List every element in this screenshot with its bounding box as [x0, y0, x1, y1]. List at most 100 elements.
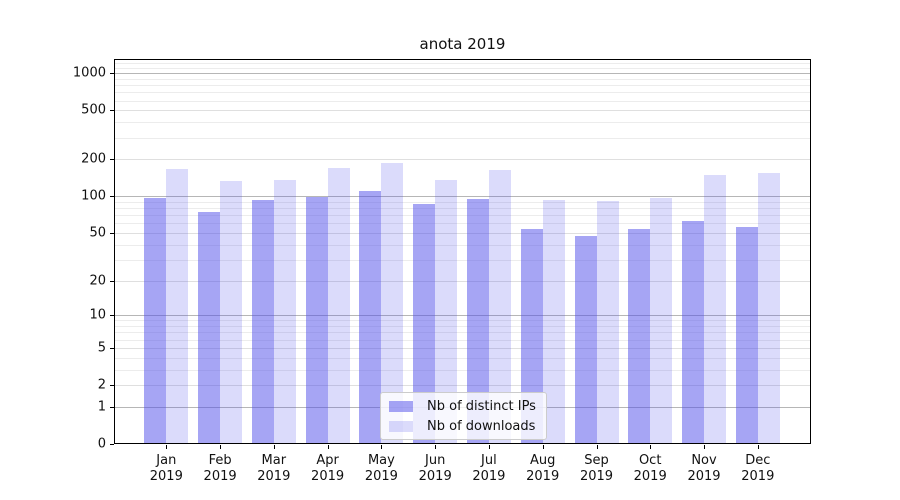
gridline-major: [114, 280, 811, 282]
x-axis-tick: [488, 445, 490, 449]
y-axis-tick-label: 20: [89, 273, 106, 288]
gridline-minor: [114, 369, 811, 371]
x-axis-tick: [650, 445, 652, 449]
gridline-minor: [114, 68, 811, 69]
x-axis-tick-label: Sep 2019: [579, 453, 614, 484]
legend: Nb of distinct IPs Nb of downloads: [380, 392, 547, 440]
bar-distinct-ips: [413, 203, 436, 444]
x-axis-tick-label: Nov 2019: [687, 453, 721, 484]
bar-distinct-ips: [628, 228, 651, 444]
bar-downloads: [220, 181, 243, 444]
y-axis-tick: [110, 232, 114, 234]
gridline-minor: [114, 122, 811, 124]
gridline-minor: [114, 326, 811, 327]
y-axis-tick: [110, 196, 114, 198]
gridline-major: [114, 73, 811, 75]
y-axis-tick: [110, 73, 114, 75]
y-axis-tick: [110, 444, 114, 445]
gridline-minor: [114, 208, 811, 210]
x-axis-tick: [704, 445, 705, 449]
x-axis-tick: [542, 445, 544, 449]
y-axis-tick: [110, 385, 114, 386]
bar-distinct-ips: [682, 220, 704, 444]
bar-downloads: [542, 199, 565, 444]
gridline-minor: [114, 63, 811, 65]
legend-item-downloads: Nb of downloads: [389, 418, 536, 434]
bar-downloads: [327, 167, 350, 444]
chart-title: anota 2019: [419, 35, 506, 53]
x-axis-tick: [220, 445, 222, 449]
x-axis-tick-label: May 2019: [364, 453, 398, 484]
x-axis-tick-label: Mar 2019: [257, 453, 291, 484]
bar-distinct-ips: [251, 200, 274, 444]
legend-swatch-downloads: [389, 420, 413, 432]
x-axis-tick: [596, 445, 598, 449]
bar-distinct-ips: [359, 191, 382, 444]
bar-distinct-ips: [305, 196, 328, 444]
y-axis-tick-label: 50: [89, 225, 106, 241]
bar-downloads: [381, 162, 404, 444]
bar-downloads: [596, 200, 619, 444]
x-axis-tick-label: Apr 2019: [311, 453, 345, 484]
bar-distinct-ips: [574, 236, 597, 444]
x-axis-tick-label: Jun 2019: [418, 453, 452, 484]
bar-downloads: [704, 175, 726, 444]
bar-distinct-ips: [520, 228, 543, 444]
gridline-minor: [114, 320, 811, 322]
y-axis-tick-label: 1: [97, 399, 106, 415]
gridline-major: [114, 385, 811, 386]
y-axis-tick: [110, 110, 114, 112]
bar-downloads: [435, 179, 458, 444]
gridline-major: [114, 315, 811, 317]
y-axis-tick-label: 10: [89, 307, 106, 323]
y-axis-tick-label: 2: [97, 377, 106, 393]
x-axis-tick: [757, 445, 759, 449]
legend-label-downloads: Nb of downloads: [427, 418, 536, 434]
y-axis-tick-label: 5: [97, 340, 106, 356]
x-axis-tick-label: Aug 2019: [526, 453, 560, 484]
x-axis-tick-label: Dec 2019: [741, 453, 775, 484]
y-axis-tick: [110, 406, 114, 408]
gridline-major: [114, 196, 811, 198]
bar-distinct-ips: [198, 211, 221, 444]
x-axis-tick-label: Jan 2019: [149, 453, 183, 484]
x-axis-tick: [273, 445, 275, 449]
gridline-major: [114, 159, 811, 161]
gridline-minor: [114, 223, 811, 225]
bar-downloads: [166, 168, 189, 444]
bar-downloads: [488, 169, 511, 444]
gridline-minor: [114, 244, 811, 246]
gridline-minor: [114, 357, 811, 359]
x-axis-tick-label: Jul 2019: [472, 453, 506, 484]
gridline-minor: [114, 215, 811, 217]
x-axis-tick: [166, 445, 168, 449]
y-axis-tick-label: 100: [81, 188, 106, 204]
y-axis-tick-label: 500: [81, 102, 106, 118]
gridline-minor: [114, 137, 811, 139]
y-axis-tick-label: 0: [97, 436, 106, 452]
x-axis-tick: [327, 445, 329, 449]
y-axis-tick: [110, 280, 114, 282]
gridline-major: [114, 232, 811, 234]
bar-downloads: [650, 197, 673, 444]
bar-distinct-ips: [144, 198, 167, 444]
y-axis-tick-label: 200: [81, 151, 106, 167]
bar-distinct-ips: [735, 226, 758, 444]
legend-item-distinct-ips: Nb of distinct IPs: [389, 398, 536, 414]
gridline-minor: [114, 100, 811, 102]
x-axis-tick: [381, 445, 383, 449]
gridline-minor: [114, 78, 811, 80]
gridline-major: [114, 347, 811, 349]
y-axis-tick: [110, 347, 114, 349]
bar-downloads: [273, 179, 296, 444]
y-axis-tick: [110, 159, 114, 161]
x-axis-tick: [435, 445, 437, 449]
y-axis-tick-label: 1000: [72, 65, 106, 81]
bar-distinct-ips: [466, 198, 489, 444]
gridline-minor: [114, 332, 811, 334]
x-axis-tick-label: Oct 2019: [633, 453, 667, 484]
